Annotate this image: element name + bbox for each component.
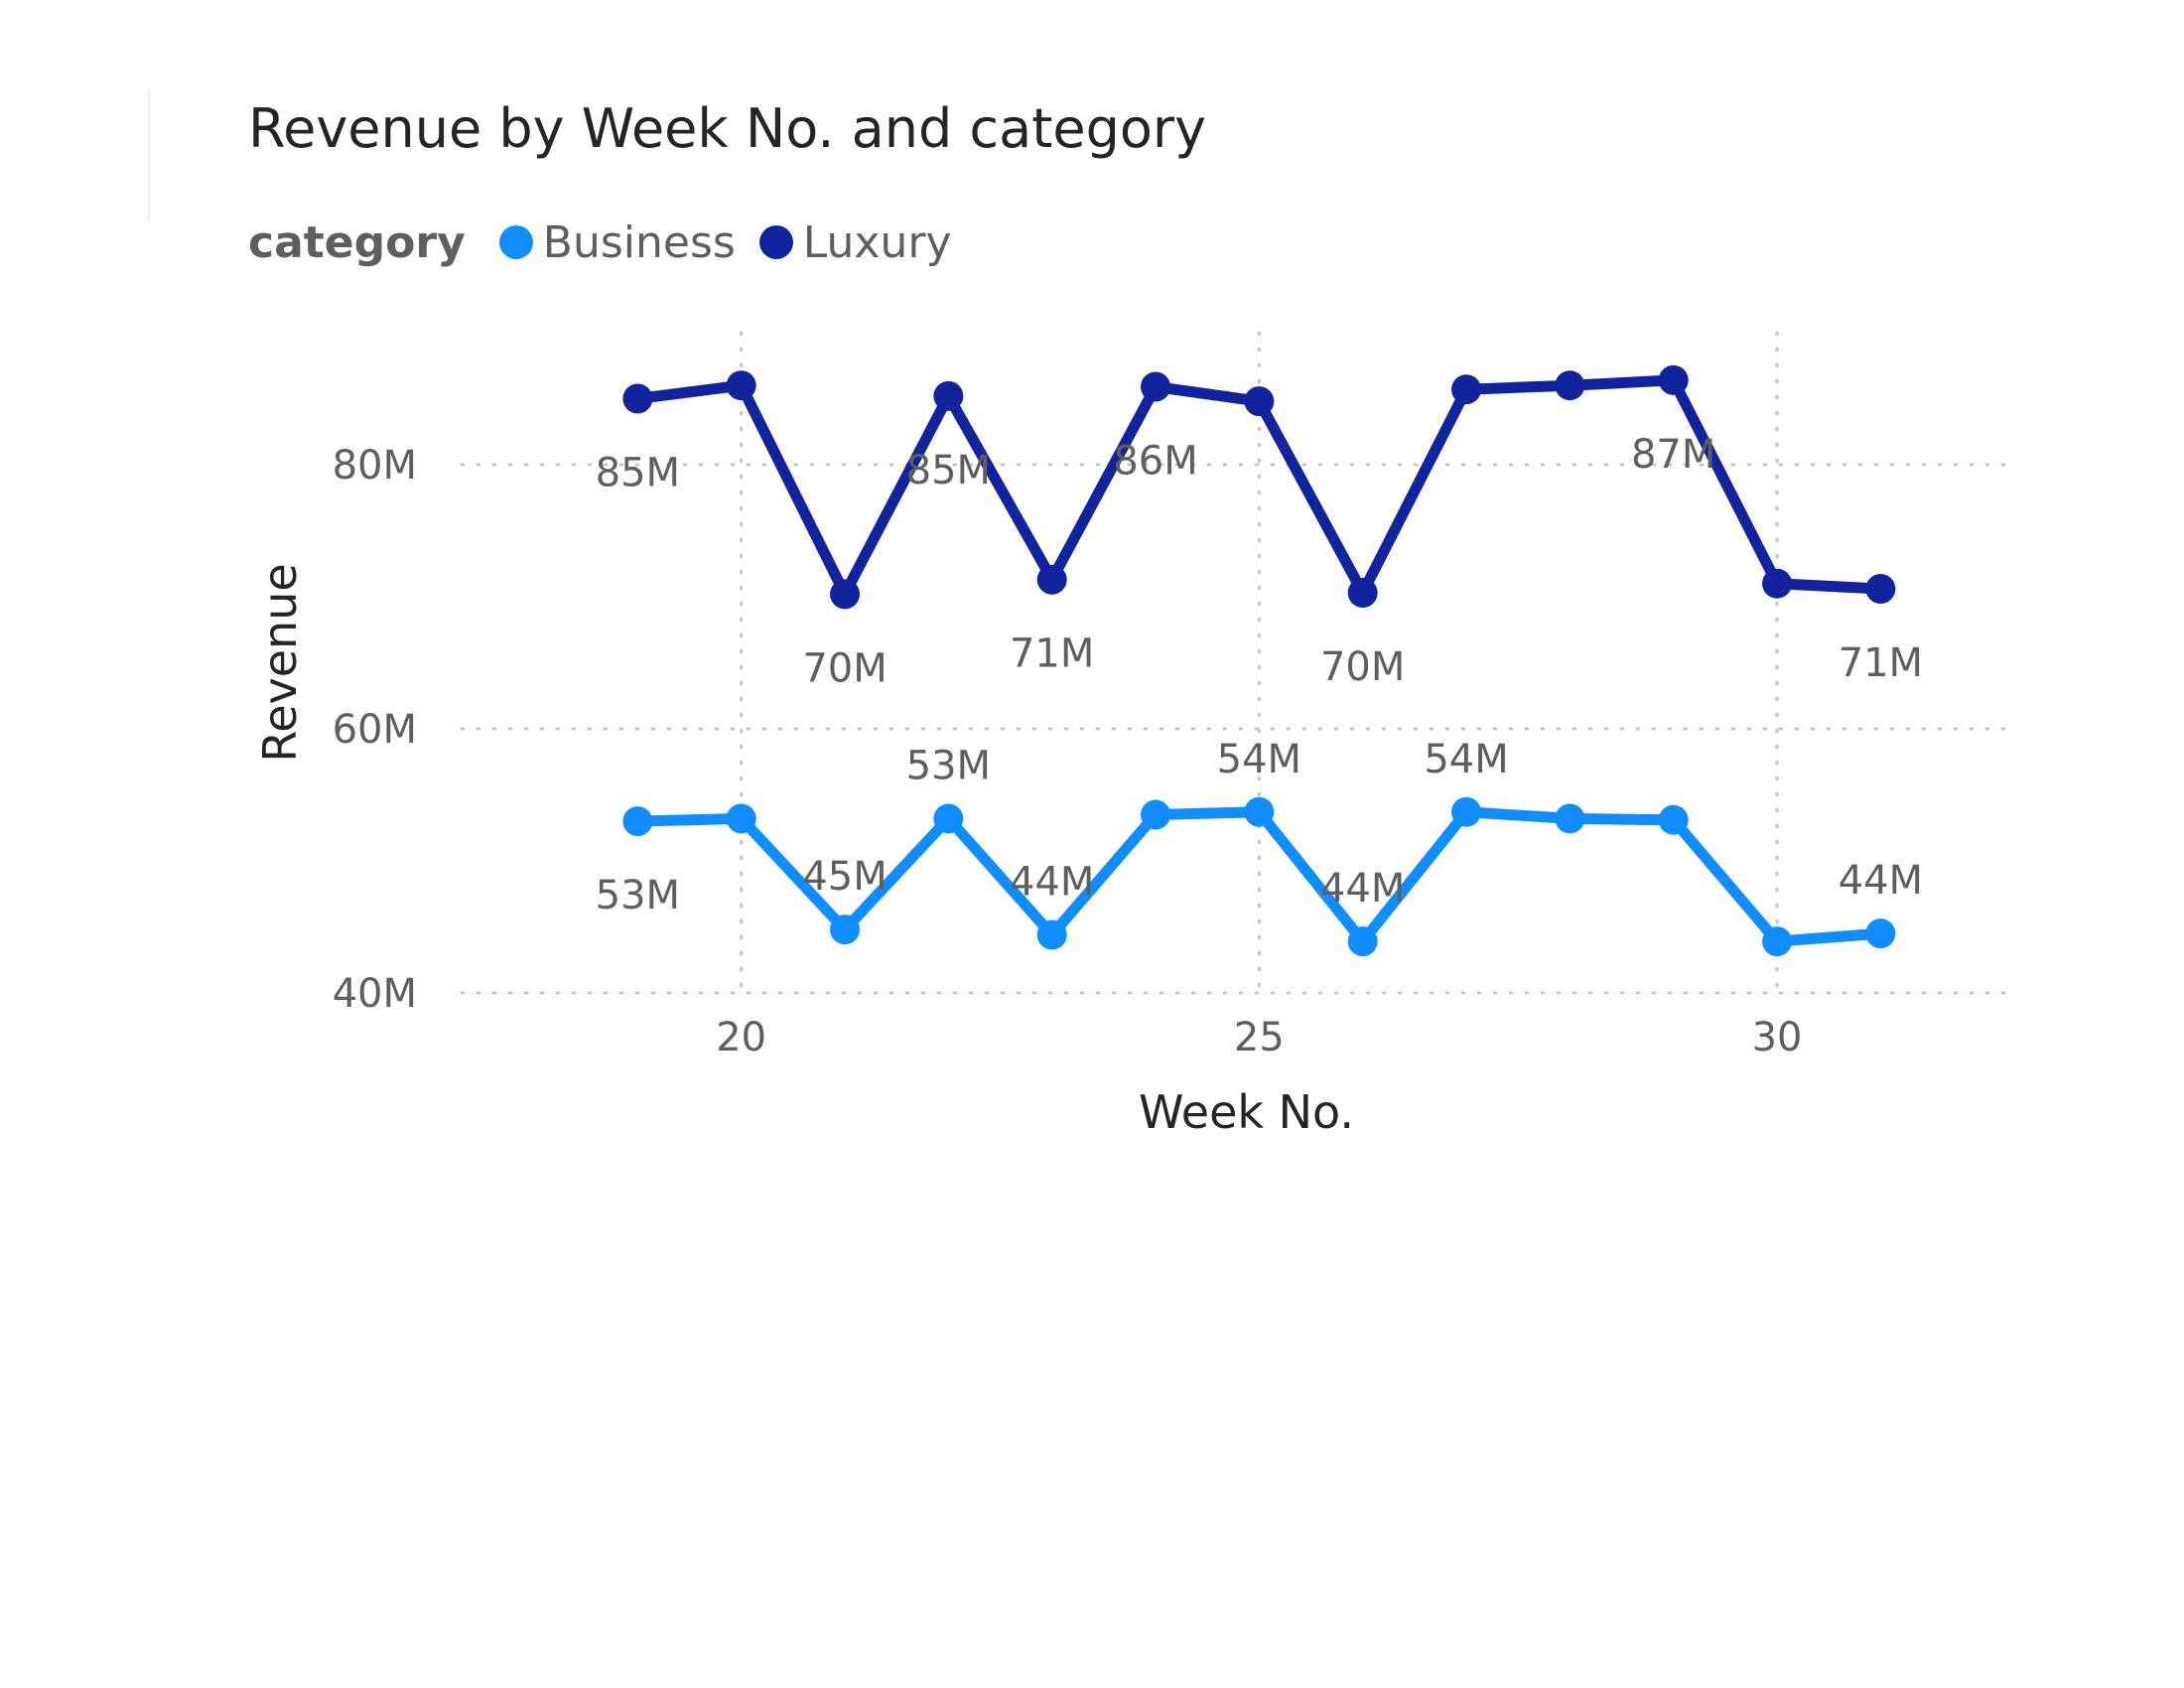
data-point-business [933,803,964,834]
legend-label-business: Business [542,216,736,268]
data-point-business [622,806,653,837]
legend-item-luxury[interactable]: Luxury [758,216,952,268]
x-tick-label: 30 [1752,1015,1803,1060]
data-point-business [1451,796,1482,827]
series-luxury [622,364,1896,610]
data-label-business: 44M [1320,866,1405,912]
x-tick-label: 25 [1234,1015,1285,1060]
data-label-business: 44M [1010,859,1094,905]
data-label-business: 45M [802,854,887,900]
data-point-business [830,914,861,945]
data-point-luxury [1658,364,1689,395]
data-point-luxury [830,579,861,610]
series-business [622,796,1896,957]
axis-ticks: 40M 60M 80M 20 25 30 [333,443,1803,1060]
data-point-business [1555,803,1585,834]
data-point-business [1658,804,1689,835]
gridlines [460,331,2017,995]
data-point-business [1036,919,1067,950]
data-labels: 53M 45M 53M 44M 54M 44M 54M 44M 85M 70M 85M 71M 86M 7… [596,432,1923,918]
data-point-luxury [1347,578,1378,609]
data-point-business [1141,799,1171,830]
data-label-luxury: 87M [1631,432,1715,478]
data-point-business [1762,926,1793,957]
data-point-luxury [1555,370,1585,401]
legend-marker-business [498,225,533,259]
data-label-luxury: 71M [1839,640,1923,686]
visual-divider [148,91,150,220]
data-point-luxury [1141,371,1171,402]
data-label-business: 54M [1217,737,1301,782]
legend-marker-luxury [758,225,793,259]
data-point-luxury [1451,374,1482,405]
y-axis-title: Revenue [253,563,307,762]
legend-label-luxury: Luxury [802,216,952,268]
data-point-luxury [622,383,653,414]
chart-title: Revenue by Week No. and category [248,97,1207,160]
data-label-luxury: 86M [1113,439,1197,485]
data-label-business: 53M [596,873,680,918]
data-label-luxury: 85M [596,451,680,496]
data-label-luxury: 71M [1010,632,1094,677]
legend: category Business Luxury [248,212,975,272]
data-label-luxury: 70M [802,645,887,691]
data-point-luxury [933,380,964,411]
data-point-luxury [1762,568,1793,599]
data-point-luxury [726,370,756,401]
data-point-business [1347,926,1378,957]
data-point-business [1865,918,1896,949]
data-label-business: 53M [906,743,991,788]
data-label-business: 54M [1424,737,1508,782]
data-point-luxury [1036,564,1067,595]
data-point-business [726,803,756,834]
data-label-business: 44M [1839,858,1923,904]
data-point-luxury [1244,386,1275,417]
y-tick-label: 40M [333,971,417,1017]
data-point-business [1244,796,1275,827]
x-tick-label: 20 [716,1015,766,1060]
legend-item-business[interactable]: Business [498,216,736,268]
data-label-luxury: 70M [1320,644,1405,690]
series-lines [622,364,1896,957]
x-axis-title: Week No. [1139,1085,1354,1139]
y-tick-label: 80M [333,443,417,489]
data-point-luxury [1865,574,1896,605]
y-tick-label: 60M [333,707,417,753]
data-label-luxury: 85M [906,448,991,493]
legend-title: category [248,216,466,268]
